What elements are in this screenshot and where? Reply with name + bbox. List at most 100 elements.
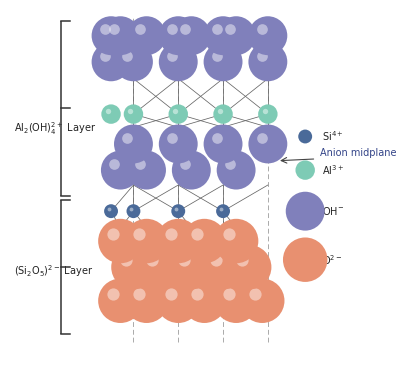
Point <box>128 206 135 212</box>
Point <box>233 238 239 244</box>
Point <box>117 167 124 173</box>
Point <box>194 231 200 237</box>
Point <box>105 108 111 114</box>
Point <box>130 111 137 117</box>
Point <box>233 298 239 304</box>
Point <box>214 135 220 141</box>
Point <box>218 206 224 212</box>
Text: Al$_2$(OH)$_4^{2+}$ Layer: Al$_2$(OH)$_4^{2+}$ Layer <box>14 121 96 137</box>
Point <box>181 257 187 263</box>
Point <box>175 208 181 214</box>
Text: (Si$_2$O$_5$)$^{2-}$ Layer: (Si$_2$O$_5$)$^{2-}$ Layer <box>14 263 93 279</box>
Point <box>246 264 252 270</box>
Point <box>110 231 116 237</box>
Point <box>214 26 220 32</box>
Point <box>117 298 124 304</box>
Point <box>188 264 195 270</box>
Point <box>108 111 114 117</box>
Point <box>127 108 133 114</box>
Point <box>136 291 143 297</box>
Point <box>214 52 220 59</box>
Point <box>175 238 181 244</box>
Point <box>156 264 163 270</box>
Point <box>136 231 143 237</box>
Point <box>220 141 226 147</box>
Point <box>220 111 226 117</box>
Point <box>169 52 175 59</box>
Point <box>182 26 188 32</box>
Point <box>265 111 271 117</box>
Point <box>130 264 137 270</box>
Point <box>265 141 271 147</box>
Point <box>143 298 150 304</box>
Point <box>173 206 179 212</box>
Point <box>220 59 226 65</box>
Point <box>233 33 239 39</box>
Point <box>258 135 265 141</box>
Point <box>239 257 245 263</box>
Point <box>111 26 117 32</box>
Point <box>201 238 208 244</box>
Point <box>220 33 226 39</box>
Point <box>172 108 179 114</box>
Point <box>302 208 308 214</box>
Point <box>102 52 108 59</box>
Point <box>168 291 174 297</box>
Point <box>110 291 116 297</box>
Point <box>175 111 181 117</box>
Point <box>175 141 181 147</box>
Point <box>217 108 223 114</box>
Point <box>258 52 265 59</box>
Point <box>137 161 143 167</box>
Point <box>220 208 226 214</box>
Point <box>226 26 233 32</box>
Point <box>117 33 124 39</box>
Text: Al$^{3+}$: Al$^{3+}$ <box>322 163 344 177</box>
Point <box>169 135 175 141</box>
Point <box>262 108 268 114</box>
Point <box>169 26 175 32</box>
Point <box>149 257 156 263</box>
Point <box>201 298 208 304</box>
Point <box>302 257 308 263</box>
Point <box>188 33 195 39</box>
Point <box>168 231 174 237</box>
Point <box>108 59 114 65</box>
Point <box>259 298 266 304</box>
Point <box>226 291 232 297</box>
Point <box>226 161 233 167</box>
Point <box>108 208 114 214</box>
Point <box>302 167 308 173</box>
Point <box>106 206 112 212</box>
Point <box>124 52 131 59</box>
Point <box>182 161 188 167</box>
Point <box>130 141 137 147</box>
Point <box>143 238 150 244</box>
Point <box>265 59 271 65</box>
Point <box>130 208 137 214</box>
Point <box>258 26 265 32</box>
Text: Si$^{4+}$: Si$^{4+}$ <box>322 130 343 143</box>
Point <box>194 291 200 297</box>
Point <box>175 59 181 65</box>
Point <box>137 26 143 32</box>
Point <box>143 167 150 173</box>
Text: O$^{2-}$: O$^{2-}$ <box>322 253 343 266</box>
Point <box>102 26 108 32</box>
Point <box>188 167 195 173</box>
Text: Anion midplane: Anion midplane <box>320 148 397 158</box>
Point <box>124 135 131 141</box>
Point <box>123 257 129 263</box>
Point <box>108 33 114 39</box>
Point <box>252 291 258 297</box>
Point <box>143 33 150 39</box>
Point <box>175 33 181 39</box>
Point <box>111 161 117 167</box>
Point <box>220 264 226 270</box>
Point <box>130 59 137 65</box>
Point <box>117 238 124 244</box>
Point <box>233 167 239 173</box>
Text: OH$^{-}$: OH$^{-}$ <box>322 205 344 217</box>
Point <box>175 298 181 304</box>
Point <box>265 33 271 39</box>
